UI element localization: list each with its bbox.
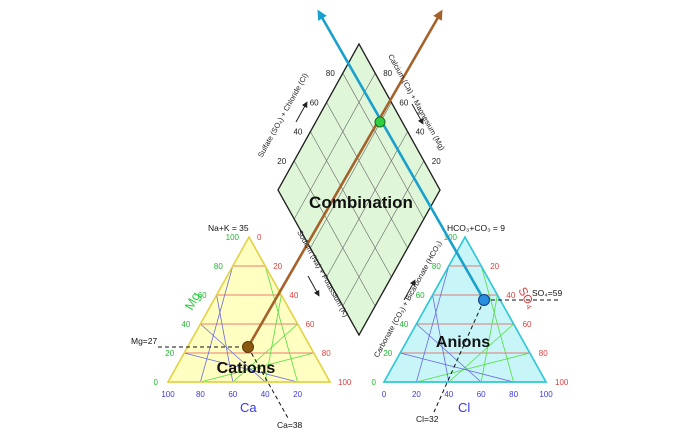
grid-line-left-parallel xyxy=(200,352,314,383)
combination-point xyxy=(374,116,386,128)
grid-line-right-parallel xyxy=(200,323,266,383)
cation-left-tick: 60 xyxy=(198,291,207,300)
anion-grid xyxy=(400,265,530,383)
anions-label: Anions xyxy=(436,334,490,351)
combination-label: Combination xyxy=(309,193,413,212)
diamond-grid-line xyxy=(293,160,376,307)
brown-projection-line xyxy=(246,9,443,348)
grid-line-right-parallel xyxy=(216,294,234,383)
cl-value-label: Cl=32 xyxy=(416,414,439,424)
anion-triangle-shape xyxy=(382,235,548,383)
diamond-right-tick: 80 xyxy=(383,69,392,78)
cation-bottom-tick: 100 xyxy=(161,390,175,399)
dashed-guides xyxy=(158,299,560,419)
anion-bottom-tick: 0 xyxy=(382,390,387,399)
anion-left-tick: 80 xyxy=(432,262,441,271)
grid-line-right-parallel xyxy=(400,352,514,383)
anion-bottom-tick: 100 xyxy=(539,390,553,399)
na-k-label: Na+K = 35 xyxy=(208,223,249,233)
grid-line-right-parallel xyxy=(416,323,482,383)
hco3-co3-label: HCO₃+CO₃ = 9 xyxy=(447,223,505,233)
anion-right-tick: 100 xyxy=(555,378,569,387)
cation-right-tick: 20 xyxy=(273,262,282,271)
anion-left-tick: 0 xyxy=(372,378,377,387)
diamond-grid-line xyxy=(326,102,408,249)
cation-bottom-tick: 60 xyxy=(228,390,237,399)
diamond-grid-line xyxy=(326,131,408,278)
grid-line-left-parallel xyxy=(232,323,298,383)
cl-axis-title: Cl xyxy=(458,400,470,415)
grid-line-left-parallel xyxy=(416,352,530,383)
grid-line-left-parallel xyxy=(480,265,514,383)
cation-right-tick: 0 xyxy=(257,233,262,242)
diamond-left-tick: 80 xyxy=(326,69,335,78)
anion-right-tick: 80 xyxy=(539,349,548,358)
anion-bottom-tick: 20 xyxy=(412,390,421,399)
diamond-right-tick: 20 xyxy=(432,157,441,166)
anion-bottom-tick: 60 xyxy=(477,390,486,399)
diamond-right-tick: 40 xyxy=(416,128,425,137)
diamond-left-tick: 40 xyxy=(293,128,302,137)
anion-bottom-tick: 40 xyxy=(444,390,453,399)
ca-axis-title: Ca xyxy=(240,400,257,415)
cation-left-tick: 40 xyxy=(181,320,190,329)
grid-line-left-parallel xyxy=(264,265,298,383)
ca-value-label: Ca=38 xyxy=(277,420,303,430)
cation-bottom-tick: 20 xyxy=(293,390,302,399)
anion-right-tick: 40 xyxy=(506,291,515,300)
anion-bottom-tick: 80 xyxy=(509,390,518,399)
cation-grid xyxy=(184,265,314,383)
diamond-right-tick: 60 xyxy=(399,98,408,107)
cation-right-tick: 80 xyxy=(322,349,331,358)
diamond-left-tick: 60 xyxy=(310,98,319,107)
anion-left-tick: 40 xyxy=(399,320,408,329)
cations-label: Cations xyxy=(217,360,276,377)
grid-line-left-parallel xyxy=(448,323,514,383)
cation-bottom-tick: 40 xyxy=(261,390,270,399)
cation-right-tick: 60 xyxy=(306,320,315,329)
diamond-grid-line xyxy=(342,73,425,220)
cation-left-tick: 100 xyxy=(226,233,240,242)
anion-left-tick: 20 xyxy=(383,349,392,358)
mg-value-label: Mg=27 xyxy=(131,336,157,346)
anion-point xyxy=(478,294,490,306)
cation-bottom-tick: 80 xyxy=(196,390,205,399)
cation-triangle xyxy=(166,235,332,383)
arrow-carbonate xyxy=(403,279,416,301)
anion-triangle xyxy=(382,235,548,383)
arrow-calcium xyxy=(411,103,424,125)
anion-left-tick: 100 xyxy=(444,233,458,242)
grid-line-left-parallel xyxy=(480,294,498,383)
grid-line-left-parallel xyxy=(264,294,282,383)
diamond-grid-line xyxy=(342,160,425,307)
anion-left-tick: 60 xyxy=(416,291,425,300)
diamond-left-tick: 20 xyxy=(277,157,286,166)
cation-point xyxy=(242,341,254,353)
cation-right-tick: 40 xyxy=(289,291,298,300)
arrow-sodium xyxy=(307,275,320,297)
grid-line-right-parallel xyxy=(184,352,298,383)
anion-right-tick: 60 xyxy=(523,320,532,329)
grid-line-right-parallel xyxy=(432,294,450,383)
anion-right-tick: 20 xyxy=(490,262,499,271)
cation-left-tick: 80 xyxy=(214,262,223,271)
so4-value-label: SO₄=59 xyxy=(532,288,562,298)
cation-left-tick: 20 xyxy=(165,349,174,358)
diamond-grid-line xyxy=(293,73,376,220)
cation-right-tick: 100 xyxy=(338,378,352,387)
arrow-sulfate xyxy=(295,101,308,123)
cyan-projection-line xyxy=(317,9,486,301)
diamond-grid-line xyxy=(310,131,392,278)
cation-left-tick: 0 xyxy=(154,378,159,387)
